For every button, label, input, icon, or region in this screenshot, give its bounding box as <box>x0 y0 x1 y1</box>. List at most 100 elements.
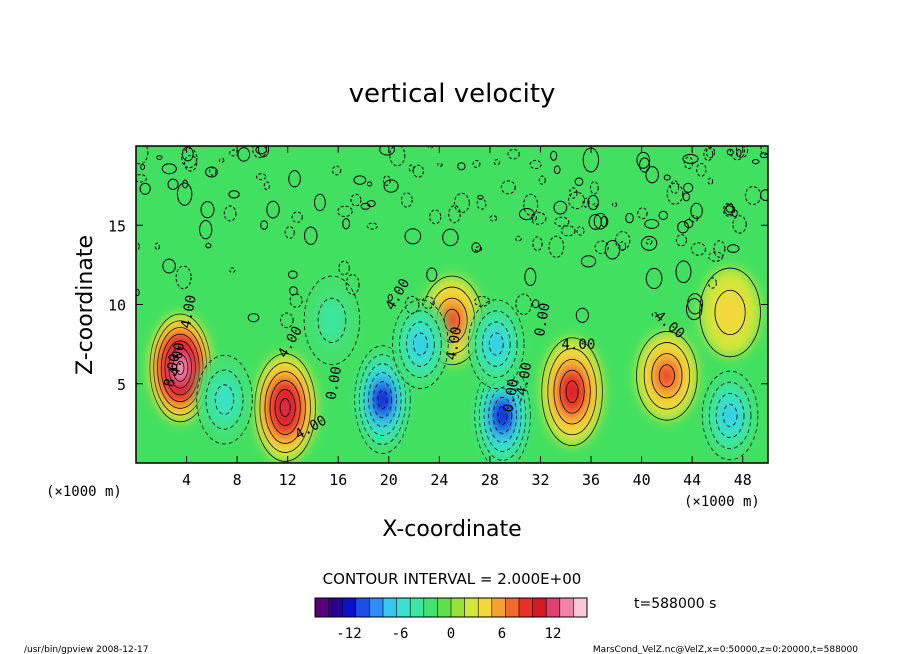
noise-contour <box>684 219 694 229</box>
footer-right: MarsCond_VelZ.nc@VelZ,x=0:50000,z=0:2000… <box>593 645 858 654</box>
colorbar-swatch <box>383 598 398 617</box>
noise-contour <box>353 175 367 185</box>
noise-contour <box>247 313 260 323</box>
noise-contour <box>500 180 516 195</box>
noise-contour <box>453 192 470 214</box>
noise-contour <box>683 156 694 170</box>
x-axis-label: X-coordinate <box>382 517 521 542</box>
noise-contour <box>136 288 140 297</box>
noise-contour <box>421 296 435 309</box>
colorbar-tick-label: 6 <box>498 626 506 642</box>
noise-contour <box>688 215 699 223</box>
noise-contour <box>518 208 535 221</box>
noise-contour <box>560 225 576 237</box>
colorbar-swatch <box>410 598 425 617</box>
colorbar: -12 -6 0 6 12 <box>314 597 588 642</box>
velocity-field <box>149 267 761 463</box>
noise-contour <box>345 274 360 296</box>
contour-labels: 4.004.008.004.000.004.004.004.00 4.004.00… <box>162 276 688 443</box>
field-contour-line <box>274 389 296 426</box>
contour-label: 8.00 <box>162 352 184 388</box>
noise-contour <box>209 167 217 176</box>
noise-contour <box>263 181 270 191</box>
x-tick-label: 8 <box>233 471 242 489</box>
noise-contour <box>574 177 584 187</box>
noise-contour <box>383 179 399 193</box>
field-contour-line <box>541 337 603 446</box>
contour-label: 4.00 <box>562 337 596 353</box>
noise-contour <box>515 235 522 242</box>
y-axis-ticks: 5 10 15 <box>108 217 768 394</box>
noise-contour <box>136 146 149 165</box>
colorbar-swatch <box>464 598 479 617</box>
y-tick-label: 5 <box>117 376 126 394</box>
noise-contour <box>708 251 724 262</box>
field-contour-line <box>168 347 193 389</box>
field-contour-line <box>269 380 301 435</box>
chart-title: vertical velocity <box>349 79 556 109</box>
x-tick-label: 40 <box>633 471 651 489</box>
field-contour-line <box>358 354 407 445</box>
field-contour-line <box>722 403 738 427</box>
noise-contour <box>553 165 561 175</box>
noise-contour <box>442 228 459 247</box>
contour-label: 0.00 <box>323 365 345 401</box>
noise-contour <box>636 151 651 169</box>
field-contour-line <box>363 363 402 436</box>
field-contour-band <box>489 333 504 356</box>
noise-contour <box>594 240 609 255</box>
colorbar-swatch <box>505 598 520 617</box>
x-tick-label: 48 <box>734 471 752 489</box>
noise-contour <box>625 212 634 224</box>
noise-contour <box>604 240 621 260</box>
field-contour-line <box>196 354 253 445</box>
noise-contour <box>284 226 295 239</box>
noise-contour <box>360 202 371 210</box>
colorbar-ticks: -12 -6 0 6 12 <box>336 626 561 642</box>
field-contour-line <box>413 332 428 356</box>
noise-contour <box>640 235 658 251</box>
noise-contour <box>554 216 570 227</box>
noise-contour <box>529 159 542 170</box>
colorbar-tick-label: -6 <box>392 626 409 642</box>
noise-contour <box>713 240 726 258</box>
noise-contour <box>493 159 501 166</box>
noise-contour <box>589 181 599 195</box>
noise-contour <box>696 163 707 177</box>
noise-contour <box>412 164 424 178</box>
colorbar-swatch <box>532 598 547 617</box>
x-tick-label: 44 <box>683 471 701 489</box>
colorbar-tick-label: 12 <box>545 626 562 642</box>
noise-contour <box>683 182 694 193</box>
field-contour-line <box>636 331 698 421</box>
field-contour-line <box>303 275 361 366</box>
noise-contour <box>474 295 491 307</box>
y-tick-label: 15 <box>108 217 126 235</box>
field-contour-band <box>413 333 428 356</box>
field-contour-band <box>176 361 185 375</box>
field-contour-line <box>254 353 316 462</box>
field-contour-line <box>205 369 244 430</box>
x-axis-ticks: 4 8 12 16 20 24 28 32 36 40 44 48 <box>182 146 752 489</box>
colorbar-swatch <box>315 598 330 617</box>
contour-label: 4.00 <box>444 325 466 361</box>
noise-contour <box>429 209 442 225</box>
noise-contour <box>181 147 198 169</box>
noise-contour <box>724 205 734 216</box>
y-axis-label: Z-coordinate <box>73 235 98 375</box>
noise-contour <box>156 155 163 160</box>
field-contour-line <box>214 384 235 415</box>
field-cell-downdraft <box>468 299 525 389</box>
noise-contour <box>404 228 422 245</box>
noise-contour <box>663 174 671 181</box>
contour-label: 4.00 <box>178 294 200 330</box>
field-contour-line <box>658 364 675 388</box>
noise-contour <box>736 148 742 158</box>
noise-contour <box>228 190 240 199</box>
x-tick-label: 32 <box>531 471 549 489</box>
field-cell-downdraft <box>701 370 759 461</box>
noise-contour <box>523 193 539 216</box>
noise-contour <box>366 181 373 187</box>
noise-contour <box>314 193 326 212</box>
field-contour-band <box>723 404 738 427</box>
